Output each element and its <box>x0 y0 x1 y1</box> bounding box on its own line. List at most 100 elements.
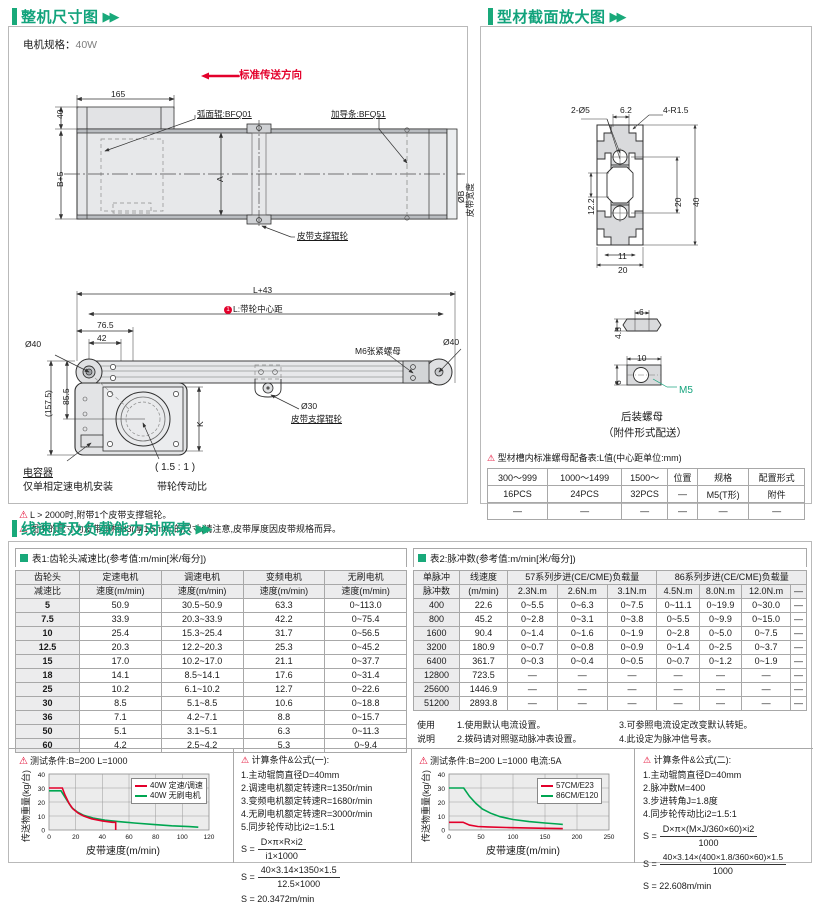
nut-title: 后装螺母 <box>621 411 663 423</box>
t2-r0c2: 0~5.5 <box>507 598 558 613</box>
usage-label-2: 说明 <box>417 734 436 744</box>
t2-r0c6: 0~19.9 <box>698 598 743 613</box>
t2-r2c3: 0~1.6 <box>556 626 608 641</box>
t1-r4c3: 21.1 <box>242 654 326 669</box>
t2-r2c6: 0~5.0 <box>698 626 743 641</box>
t1-r5c2: 8.5~14.1 <box>160 668 244 683</box>
formula2-equation-2: S = 40×3.14×(400×1.8/360×60)×1.5 1000 <box>643 851 811 878</box>
svg-text:20: 20 <box>38 800 46 807</box>
legend-label: 57CM/E23 <box>556 781 594 790</box>
t1-r4c2: 10.2~17.0 <box>160 654 244 669</box>
t2-r1c6: 0~9.9 <box>698 612 743 627</box>
formula1-line-1: 1.主动辊筒直径D=40mm <box>241 770 340 780</box>
t1-r6c2: 6.1~10.2 <box>160 682 244 697</box>
table-row: 51200 2893.8— — — — — — — <box>413 696 807 711</box>
divider-vertical-2 <box>411 748 412 863</box>
t2-r0c1: 22.6 <box>459 598 508 613</box>
t2-h3: 86系列步进(CE/CME)负载量 <box>656 570 807 585</box>
formula1-box: ⚠ 计算条件&公式(一): 1.主动辊筒直径D=40mm 2.调速电机额定转速R… <box>241 754 407 906</box>
t2-r0c4: 0~7.5 <box>606 598 658 613</box>
t2-s0: 脉冲数 <box>413 584 460 599</box>
legend-item: 40W 无刷电机 <box>135 791 203 801</box>
t1-r7c1: 8.5 <box>79 696 162 711</box>
chevron-right-icon: ▶▶ <box>195 520 213 536</box>
t1-r5c0: 18 <box>15 668 80 683</box>
t1-r2c0: 10 <box>15 626 80 641</box>
t2-r3c1: 180.9 <box>459 640 508 655</box>
t2-r6c2: — <box>507 682 558 697</box>
table-row: 减速比 速度(m/min) 速度(m/min) 速度(m/min) 速度(m/m… <box>15 584 407 599</box>
t2-r0c5: 0~11.1 <box>656 598 700 613</box>
svg-text:30: 30 <box>38 786 46 793</box>
t1-r9c2: 3.1~5.1 <box>160 724 244 739</box>
legend-item: 40W 定速/调速 <box>135 781 203 791</box>
section-accent-bar <box>12 8 17 25</box>
nut-th-5: 配置形式 <box>748 468 805 486</box>
chart2-legend: 57CM/E23 86CM/E120 <box>537 778 603 804</box>
formula1-title-row: ⚠ 计算条件&公式(一): <box>241 754 407 767</box>
t1-r6c0: 25 <box>15 682 80 697</box>
t2-s2: 2.3N.m <box>507 584 558 599</box>
nut-r0c0: 16PCS <box>487 485 548 503</box>
t2-s1: (m/min) <box>459 584 508 599</box>
t1-r2c2: 15.3~25.4 <box>160 626 244 641</box>
formula2-equation-1: S = D×π×(M×J/360×60)×i2 1000 <box>643 823 811 850</box>
table-row: 10 25.4 15.3~25.4 31.7 0~56.5 <box>15 626 407 641</box>
t2-r1c7: 0~15.0 <box>741 612 792 627</box>
table-row: 800 45.2 0~2.8 0~3.1 0~3.8 0~5.5 0~9.9 0~15.0— <box>413 612 807 627</box>
chart1-title: ⚠ 测试条件:B=200 L=1000 <box>19 756 128 767</box>
formula2-eq1-lhs: S = <box>643 831 657 841</box>
usage-note-4: 4.此设定为脉冲信号表。 <box>619 734 717 744</box>
t2-r6c3: — <box>556 682 608 697</box>
t2-r6c0: 25600 <box>413 682 460 697</box>
dim-42: 42 <box>97 333 107 343</box>
formula1-eq2-fraction: 40×3.14×1350×1.5 12.5×1000 <box>257 864 340 891</box>
t2-r5c4: — <box>606 668 658 683</box>
nut-r1c0: — <box>487 502 548 520</box>
dim-11: 11 <box>618 251 627 261</box>
svg-text:200: 200 <box>572 834 583 841</box>
table-row: 12800 723.5— — — — — — — <box>413 668 807 683</box>
svg-text:250: 250 <box>604 834 615 841</box>
formula1-eq2-denominator: 12.5×1000 <box>277 879 321 889</box>
t1-r6c3: 12.7 <box>242 682 326 697</box>
svg-text:0: 0 <box>47 834 51 841</box>
t2-r1c2: 0~2.8 <box>507 612 558 627</box>
formula2-eq1-numerator: D×π×(M×J/360×60)×i2 <box>659 823 758 837</box>
warning-triangle-icon: ⚠ <box>241 755 250 765</box>
t2-r3c7: 0~3.7 <box>741 640 792 655</box>
nut-r1c1: — <box>546 502 623 520</box>
section-header-profile: 型材截面放大图 ▶▶ <box>480 6 627 27</box>
formula2-line-3: 3.步进转角J=1.8度 <box>643 796 718 806</box>
table-row: 5 50.9 30.5~50.9 63.3 0~113.0 <box>15 598 407 613</box>
svg-text:30: 30 <box>438 786 446 793</box>
dim-40-profile: 40 <box>691 197 701 207</box>
t1-r10c0: 60 <box>15 738 80 753</box>
t2-r2c2: 0~1.4 <box>507 626 558 641</box>
svg-text:0: 0 <box>441 828 445 835</box>
table2-wrapper: 单脉冲 线速度 57系列步进(CE/CME)负载量 86系列步进(CE/CME)… <box>413 570 807 711</box>
dim-nut-10: 10 <box>637 353 647 363</box>
dim-L-center-distance: 1 L:带轮中心距 <box>224 303 283 315</box>
side-view-drawing <box>47 291 462 462</box>
t1-r9c0: 50 <box>15 724 80 739</box>
t1-r4c4: 0~37.7 <box>324 654 407 669</box>
svg-text:40: 40 <box>99 834 107 841</box>
callout-capacitor-sub: 仅单相定速电机安装 <box>23 482 113 493</box>
conveying-direction-label: 标准传送方向 <box>239 69 302 81</box>
t2-r4c8: — <box>790 654 807 669</box>
dim-12-2: 12.2 <box>586 198 596 215</box>
t1-r8c4: 0~15.7 <box>324 710 407 725</box>
t2-r2c8: — <box>790 626 807 641</box>
t2-r4c7: 0~1.9 <box>741 654 792 669</box>
t1-r1c3: 42.2 <box>242 612 326 627</box>
table2-caption-bar: 表2:脉冲数(参考值:m/min[米/每分]) <box>413 548 807 567</box>
dim-2-phi-5: 2-Ø5 <box>571 105 590 115</box>
formula2-result: S = 22.608m/min <box>643 881 712 891</box>
formula1-eq1-fraction: D×π×R×i2 i1×1000 <box>257 836 306 863</box>
svg-text:80: 80 <box>152 834 160 841</box>
dim-85-5: 85.5 <box>61 388 71 405</box>
formula1-eq1-numerator: D×π×R×i2 <box>257 836 306 850</box>
t2-r4c5: 0~0.7 <box>656 654 700 669</box>
nut-th-4: 规格 <box>696 468 750 486</box>
